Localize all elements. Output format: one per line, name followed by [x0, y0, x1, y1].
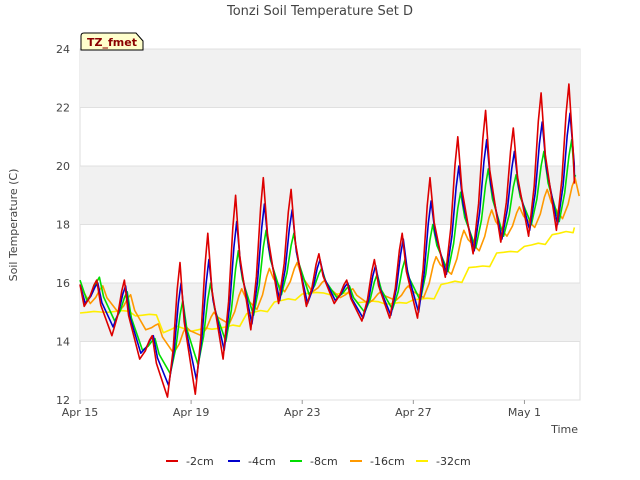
x-tick-label: Apr 23	[284, 406, 321, 419]
x-tick-label: Apr 15	[62, 406, 99, 419]
plot-band	[80, 49, 580, 108]
legend-label: -8cm	[310, 455, 338, 468]
series-line-minus2cm	[79, 83, 576, 398]
legend-item: -4cm	[228, 455, 276, 468]
legend-label: -4cm	[248, 455, 276, 468]
station-tag-label: TZ_fmet	[87, 36, 137, 49]
x-tick-label: Apr 19	[173, 406, 210, 419]
y-tick-label: 18	[56, 219, 70, 232]
series-line-minus4cm	[79, 112, 576, 387]
y-tick-label: 16	[56, 277, 70, 290]
legend-label: -2cm	[186, 455, 214, 468]
x-axis: Apr 15 Apr 19 Apr 23 Apr 27 May 1	[62, 400, 541, 419]
y-tick-label: 22	[56, 102, 70, 115]
grid	[80, 48, 580, 401]
x-tick-label: May 1	[508, 406, 541, 419]
y-tick-label: 24	[56, 43, 70, 56]
y-tick-label: 20	[56, 160, 70, 173]
legend-label: -16cm	[370, 455, 405, 468]
series-layer	[79, 83, 580, 398]
y-tick-label: 12	[56, 394, 70, 407]
legend-item: -8cm	[290, 455, 338, 468]
legend-item: -2cm	[166, 455, 214, 468]
station-tag: TZ_fmet	[80, 32, 144, 51]
y-axis: 12 14 16 18 20 22 24	[56, 43, 70, 407]
y-tick-label: 14	[56, 336, 70, 349]
legend: -2cm -4cm -8cm -16cm -32cm	[166, 455, 471, 468]
legend-item: -32cm	[416, 455, 471, 468]
x-tick-label: Apr 27	[395, 406, 432, 419]
legend-item: -16cm	[350, 455, 405, 468]
legend-label: -32cm	[436, 455, 471, 468]
x-axis-label: Time	[550, 423, 578, 436]
y-axis-label: Soil Temperature (C)	[7, 169, 20, 282]
chart-title: Tonzi Soil Temperature Set D	[226, 4, 413, 19]
